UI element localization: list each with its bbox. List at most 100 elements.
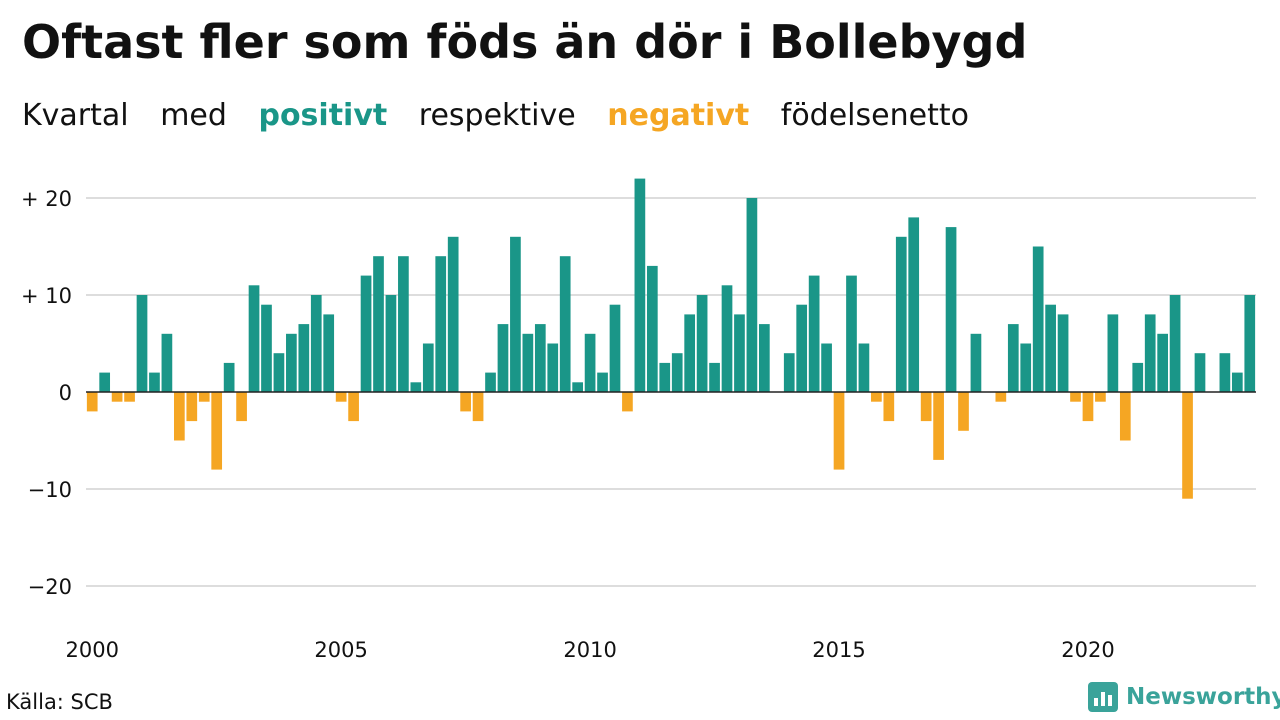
- bar: [1095, 392, 1106, 402]
- bar: [298, 324, 310, 392]
- bar: [534, 324, 546, 392]
- bar: [1007, 324, 1019, 392]
- bar: [136, 295, 148, 392]
- bar: [920, 392, 932, 422]
- bar: [659, 362, 671, 392]
- bar: [858, 343, 870, 392]
- bar: [124, 392, 135, 402]
- bar: [373, 256, 384, 392]
- x-tick-label: 2015: [812, 638, 865, 662]
- bar: [236, 392, 247, 422]
- bar: [1169, 295, 1181, 392]
- chart-subtitle: Kvartal med positivt respektive negativt…: [22, 96, 991, 136]
- bar: [348, 392, 359, 422]
- bar: [273, 353, 285, 392]
- bar: [970, 333, 982, 392]
- bar: [709, 362, 720, 392]
- bar: [1107, 314, 1119, 392]
- bar: [1182, 392, 1193, 499]
- bar: [1045, 304, 1056, 392]
- subtitle-word-kvartal: Kvartal: [22, 98, 129, 133]
- bar: [335, 392, 347, 402]
- chart-title: Oftast fler som föds än dör i Bollebygd: [22, 15, 1028, 69]
- bar: [211, 392, 223, 470]
- bar: [945, 227, 957, 392]
- bar: [547, 343, 559, 392]
- source-label: Källa: SCB: [6, 690, 113, 714]
- bar: [746, 198, 758, 392]
- bar: [1032, 246, 1044, 392]
- bar: [472, 392, 484, 422]
- bar: [584, 333, 596, 392]
- bar: [1132, 362, 1144, 392]
- logo-text: Newsworthy: [1126, 684, 1280, 710]
- bar: [286, 333, 297, 392]
- bar: [1157, 333, 1168, 392]
- bar: [871, 392, 882, 402]
- bar: [435, 256, 447, 392]
- bar-chart-speech-bubble-icon: [1088, 682, 1118, 712]
- bar: [1070, 392, 1081, 402]
- bar: [559, 256, 571, 392]
- subtitle-word-med: med: [160, 98, 227, 133]
- y-tick-label: −10: [28, 478, 72, 502]
- bar: [149, 372, 160, 392]
- bar: [248, 285, 260, 392]
- bar: [572, 382, 583, 392]
- bar: [783, 353, 795, 392]
- newsworthy-logo: Newsworthy: [1088, 682, 1280, 712]
- bar: [908, 217, 920, 392]
- bar: [86, 392, 98, 412]
- subtitle-word-fodelsenetto: födelsenetto: [780, 98, 969, 133]
- x-tick-label: 2005: [314, 638, 367, 662]
- bar: [447, 236, 459, 392]
- bar: [1244, 295, 1256, 392]
- bar: [410, 382, 422, 392]
- bar: [385, 295, 397, 392]
- bar: [995, 392, 1007, 402]
- y-tick-label: −20: [28, 575, 72, 599]
- bar: [522, 333, 534, 392]
- legend-positive: positivt: [258, 98, 388, 133]
- bar: [422, 343, 434, 392]
- bar: [1194, 353, 1206, 392]
- bar: [646, 265, 658, 392]
- bar: [721, 285, 733, 392]
- bar: [223, 362, 235, 392]
- bar: [634, 178, 646, 392]
- x-tick-label: 2020: [1061, 638, 1114, 662]
- bar: [622, 392, 633, 412]
- x-tick-label: 2010: [563, 638, 616, 662]
- bar: [846, 275, 857, 392]
- bar: [398, 256, 409, 392]
- bar: [933, 392, 944, 460]
- bar: [261, 304, 272, 392]
- bar: [1219, 353, 1231, 392]
- bar: [460, 392, 471, 412]
- bar: [1144, 314, 1156, 392]
- bar: [1119, 392, 1131, 441]
- bar: [510, 236, 521, 392]
- bar: [360, 275, 372, 392]
- bar: [958, 392, 969, 431]
- bar: [883, 392, 895, 422]
- bar: [497, 324, 509, 392]
- x-tick-label: 2000: [65, 638, 118, 662]
- bar: [696, 295, 708, 392]
- bar: [684, 314, 696, 392]
- bar: [1020, 343, 1032, 392]
- bar: [808, 275, 820, 392]
- bar: [759, 324, 770, 392]
- bar: [485, 372, 496, 392]
- bar: [833, 392, 845, 470]
- bar: [734, 314, 745, 392]
- bar: [1082, 392, 1094, 422]
- y-tick-label: 0: [59, 381, 72, 405]
- bar: [186, 392, 198, 422]
- bar: [161, 333, 173, 392]
- bar: [796, 304, 808, 392]
- bar: [671, 353, 683, 392]
- bar: [597, 372, 608, 392]
- bar: [174, 392, 185, 441]
